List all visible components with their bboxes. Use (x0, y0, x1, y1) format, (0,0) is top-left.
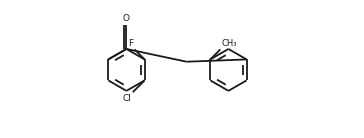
Text: CH₃: CH₃ (221, 39, 237, 48)
Text: F: F (128, 39, 134, 48)
Text: O: O (122, 14, 129, 23)
Text: Cl: Cl (123, 94, 132, 103)
